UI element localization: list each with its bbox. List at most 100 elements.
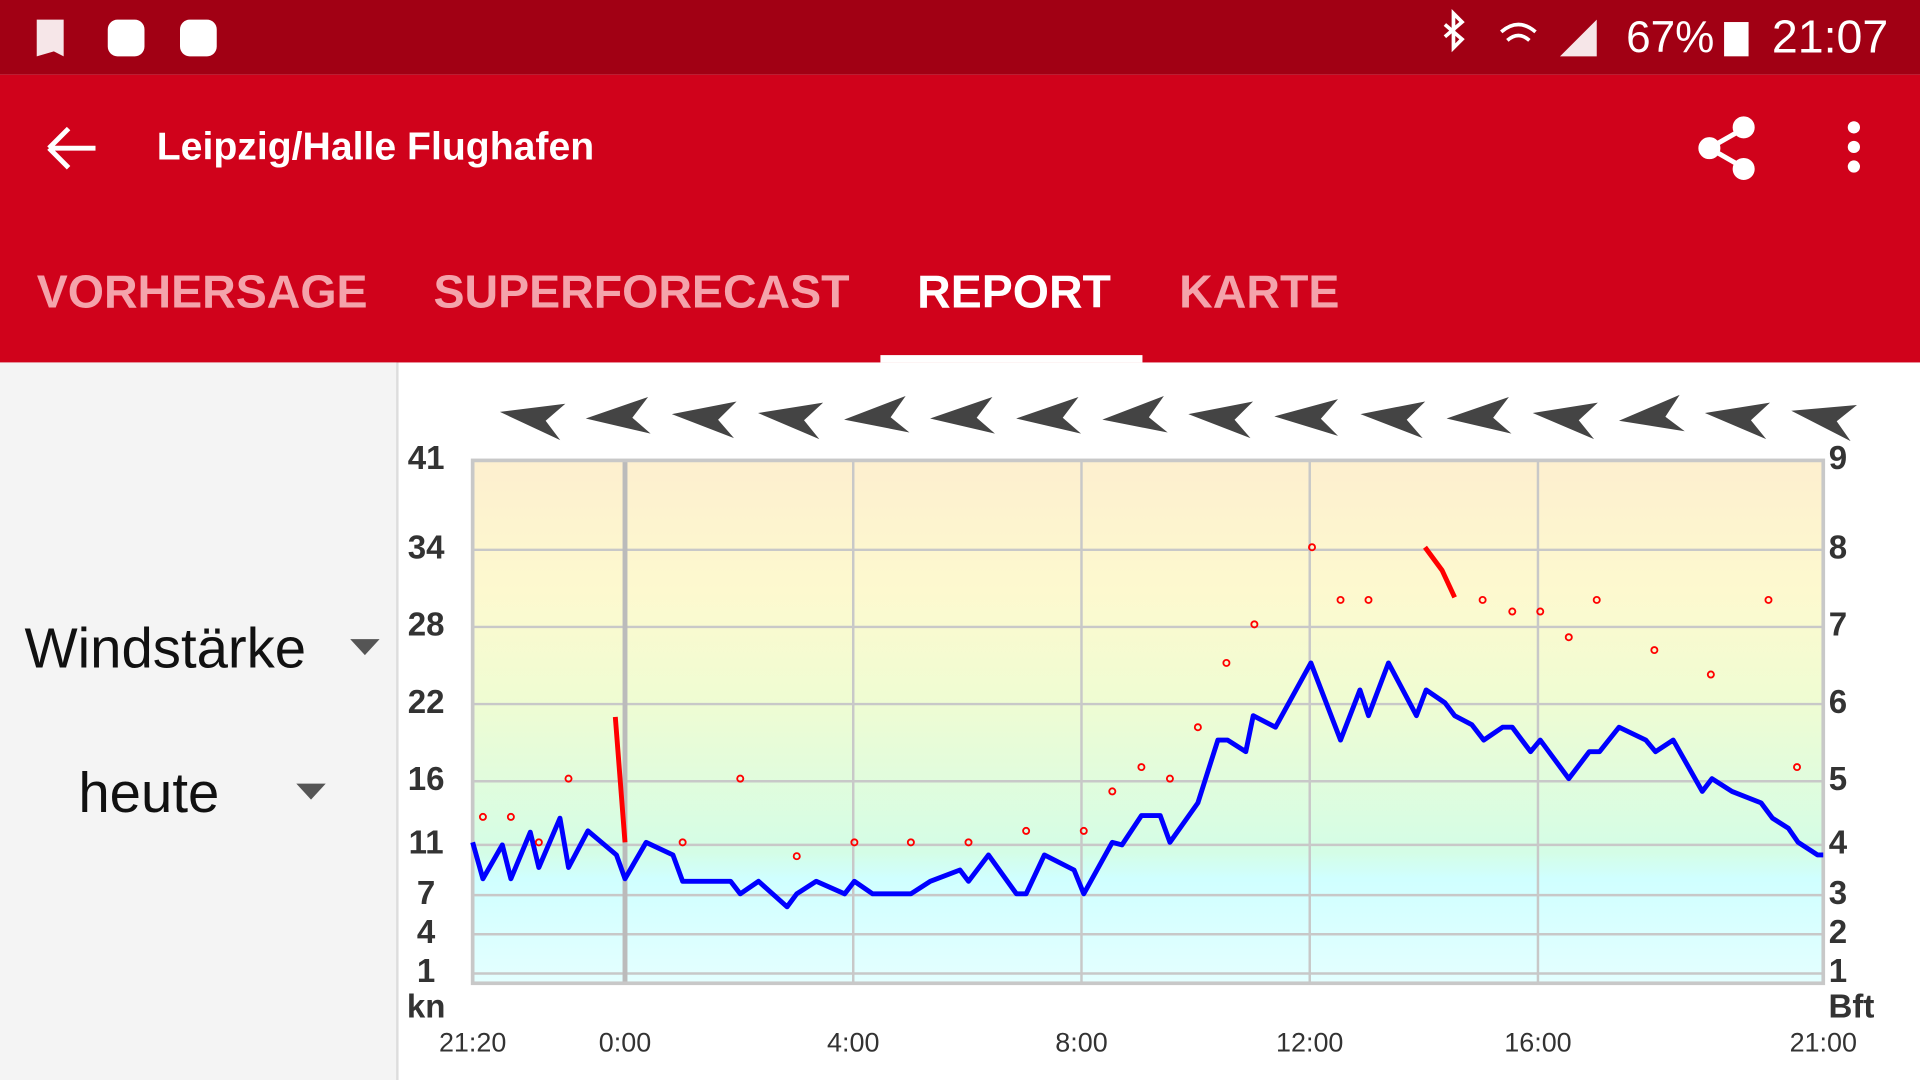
y2-tick-label: 7 (1829, 607, 1847, 644)
plot-border (470, 458, 1826, 986)
battery-level: 67% (1626, 13, 1714, 62)
gust-dot (964, 838, 973, 847)
tab[interactable]: SUPERFORECAST (433, 265, 849, 317)
y2-axis-label: Bft (1828, 989, 1874, 1026)
system-icons (1443, 9, 1749, 57)
y-tick-label: 16 (408, 761, 445, 798)
series-line (470, 660, 1824, 910)
gust-dot (506, 812, 515, 821)
wind-arrow (1188, 401, 1254, 439)
gust-dot (478, 812, 487, 821)
gust-dot (1222, 658, 1231, 667)
gust-dot (564, 774, 573, 783)
wind-arrow (1360, 401, 1426, 439)
wind-arrow (585, 397, 651, 434)
dropdown-arrow (296, 783, 326, 800)
series-line (612, 545, 1457, 843)
wind-arrow (499, 403, 566, 441)
gust-dot (1764, 595, 1773, 604)
wind-arrow (1704, 402, 1771, 440)
gust-dot (1706, 670, 1715, 679)
gust-dot (1193, 723, 1202, 732)
plot-background (472, 460, 1824, 984)
status-bar (0, 0, 1920, 75)
wind-arrow (1791, 404, 1857, 442)
x-tick-label: 4:00 (827, 1028, 879, 1058)
y-tick-label: 1 (417, 953, 435, 990)
y2-tick-label: 1 (1829, 953, 1847, 990)
tab[interactable]: KARTE (1179, 265, 1339, 317)
wind-arrow (1618, 394, 1685, 432)
share-button[interactable] (1698, 116, 1755, 180)
app-title: Leipzig/Halle Flughafen (157, 126, 594, 169)
dropdown-arrow (350, 639, 380, 656)
x-tick-label: 21:00 (1790, 1028, 1857, 1058)
y-tick-label: 22 (408, 684, 445, 721)
gust-dot (1022, 826, 1031, 835)
clock: 21:07 (1772, 11, 1888, 63)
back-button[interactable] (47, 126, 96, 170)
y-tick-label: 4 (417, 914, 436, 951)
y2-tick-label: 5 (1829, 761, 1847, 798)
y2-tick-label: 3 (1829, 875, 1847, 912)
y-tick-label: 28 (408, 607, 445, 644)
gust-dot (1508, 607, 1517, 616)
wind-arrow (1016, 397, 1082, 434)
y2-tick-label: 6 (1829, 684, 1847, 721)
x-tick-label: 12:00 (1276, 1028, 1343, 1058)
notification-icons (36, 19, 217, 57)
app-bar (0, 74, 1920, 363)
wind-arrow (1274, 399, 1338, 436)
gust-dot (850, 838, 859, 847)
wind-arrow (1532, 402, 1598, 440)
tab-bar: VORHERSAGE SUPERFORECAST REPORT KARTE (37, 265, 1339, 363)
gust-dot (1108, 787, 1117, 796)
gust-dot (1336, 595, 1345, 604)
gust-dot (1079, 826, 1088, 835)
gust-dot (1536, 607, 1545, 616)
period-select[interactable]: heute (78, 761, 219, 824)
y2-tick-label: 8 (1829, 530, 1847, 567)
gust-dot (678, 838, 687, 847)
tab-indicator (880, 355, 1143, 363)
gust-dot (1364, 595, 1373, 604)
measure-select[interactable]: Windstärke (24, 617, 306, 680)
gust-dot (1478, 595, 1487, 604)
side-panel (0, 362, 397, 1080)
wind-arrow (930, 397, 995, 434)
x-tick-label: 8:00 (1055, 1028, 1107, 1058)
wind-arrow (844, 395, 910, 433)
wind-arrow (1446, 397, 1512, 434)
gust-dot (1165, 774, 1174, 783)
y-tick-label: 11 (409, 825, 444, 862)
gust-dot (534, 838, 543, 847)
gust-dot (736, 774, 745, 783)
wind-arrow (758, 402, 824, 440)
tab[interactable]: REPORT (917, 265, 1111, 317)
tab[interactable]: VORHERSAGE (37, 265, 368, 317)
x-tick-label: 21:20 (439, 1028, 506, 1058)
gust-dot (1564, 633, 1573, 642)
wind-arrow (671, 401, 737, 439)
gust-dot (1592, 595, 1601, 604)
y2-tick-label: 4 (1829, 825, 1848, 862)
y2-tick-label: 9 (1829, 440, 1847, 477)
wind-arrow (1102, 395, 1168, 433)
gust-dot (792, 852, 801, 861)
gust-dot (1650, 646, 1659, 655)
x-tick-label: 16:00 (1504, 1028, 1571, 1058)
gust-dot (1308, 543, 1316, 552)
y-tick-label: 41 (408, 440, 445, 477)
y-axis-label: kn (407, 989, 446, 1026)
y-tick-label: 34 (408, 530, 445, 567)
y-tick-label: 7 (417, 875, 435, 912)
gust-dot (1137, 763, 1146, 772)
menu-button[interactable] (1847, 121, 1860, 173)
gust-dot (906, 838, 915, 847)
x-tick-label: 0:00 (599, 1028, 651, 1058)
y2-tick-label: 2 (1829, 914, 1847, 951)
gust-dot (1250, 620, 1259, 629)
